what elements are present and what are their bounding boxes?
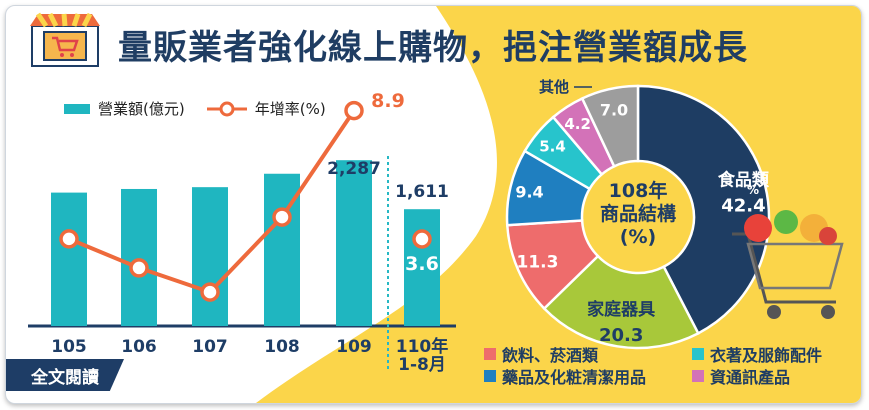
legend-line-label: 年增率(%) [254,100,326,118]
bar [192,187,228,326]
legend-bar-swatch [64,103,90,114]
ytd-growth-label: 3.6 [405,253,439,275]
legend-swatch [484,348,496,360]
page-title: 量販業者強化線上購物，挹注營業額成長 [118,28,748,68]
x-tick-label: 106 [121,337,157,357]
pie-slice-value: 9.4 [515,182,543,201]
bar [121,188,157,326]
pie-legend-item: 資通訊產品 [692,364,790,388]
bar-value-label: 1,611 [395,182,449,202]
infographic-frame: 量販業者強化線上購物，挹注營業額成長 營業額(億元) 年增率(%) 105 106… [5,5,862,404]
x-tick-label: 105 [51,337,87,357]
x-tick-label: 110年 1-8月 [396,336,449,375]
growth-point [200,282,220,302]
legend-bar-label: 營業額(億元) [98,100,185,118]
pie-slice [542,254,700,350]
legend-swatch [692,370,704,382]
growth-point [59,229,79,249]
pie-slice-value: 7.0 [600,101,628,120]
pie-slice-name: 食品類 [718,169,770,190]
pie-legend-label: 飲料、菸酒類 [502,346,599,365]
grocery-item [819,227,837,245]
pie-legend-label: 藥品及化粧清潔用品 [502,368,647,387]
grocery-item [774,210,798,234]
ytd-growth-point [412,229,432,249]
growth-point [129,258,149,278]
grocery-item [744,214,772,242]
legend-swatch [692,348,704,360]
pie-slice [636,84,771,336]
bar [404,209,440,326]
pie-slice-name: 家庭器具 [587,299,655,320]
pie-slice-value: 5.4 [539,137,566,155]
legend-swatch [484,370,496,382]
read-more-button[interactable]: 全文閱讀 [6,359,124,391]
cart-wheel [767,305,781,319]
pie-center-label: 108年商品結構(%) [600,179,676,248]
pie-unit-mark: % [747,183,759,197]
cart-basket [746,242,844,290]
pie-slice-value: 42.4 [721,195,765,216]
cart-icon [52,36,79,57]
growth-value-label: 8.9 [371,90,405,112]
pie-legend-item: 藥品及化粧清潔用品 [484,364,646,388]
cart-wheel [821,305,835,319]
pie-legend-item: 衣著及服飾配件 [692,342,822,366]
bar [336,160,372,326]
shop-icon [30,12,100,67]
pie-slice-value: 20.3 [599,325,643,346]
shopping-cart-icon [732,210,844,319]
x-tick-label: 107 [192,337,228,357]
pie-chart: 食品類 42.4 家庭器具 20.3 11.3 9.4 5.4 4.2 7.0 其他 108年商品結… [505,78,844,350]
pie-slice-value: 11.3 [516,253,558,273]
pie-legend-label: 衣著及服飾配件 [710,346,823,365]
pie-slice [580,84,640,168]
pie-slice-value: 4.2 [564,115,591,133]
bar-value-label: 2,287 [327,159,381,179]
cart-handle [732,232,836,304]
x-tick-label: 108 [264,337,300,357]
growth-point [344,100,364,121]
chart-legend: 營業額(億元) 年增率(%) [64,98,326,119]
growth-point [272,207,292,227]
bar-line-chart: 105 106 107 108 2,287 109 1,611 110年 1-8月 8.9 3.6 [28,90,456,375]
bar [51,192,87,326]
x-tick-label: 109 [336,337,372,357]
pie-legend-label: 資通訊產品 [710,368,791,387]
pie-legend-item: 飲料、菸酒類 [484,342,598,366]
legend-line-swatch [206,101,247,116]
pie-callout-label: 其他 [539,78,569,96]
